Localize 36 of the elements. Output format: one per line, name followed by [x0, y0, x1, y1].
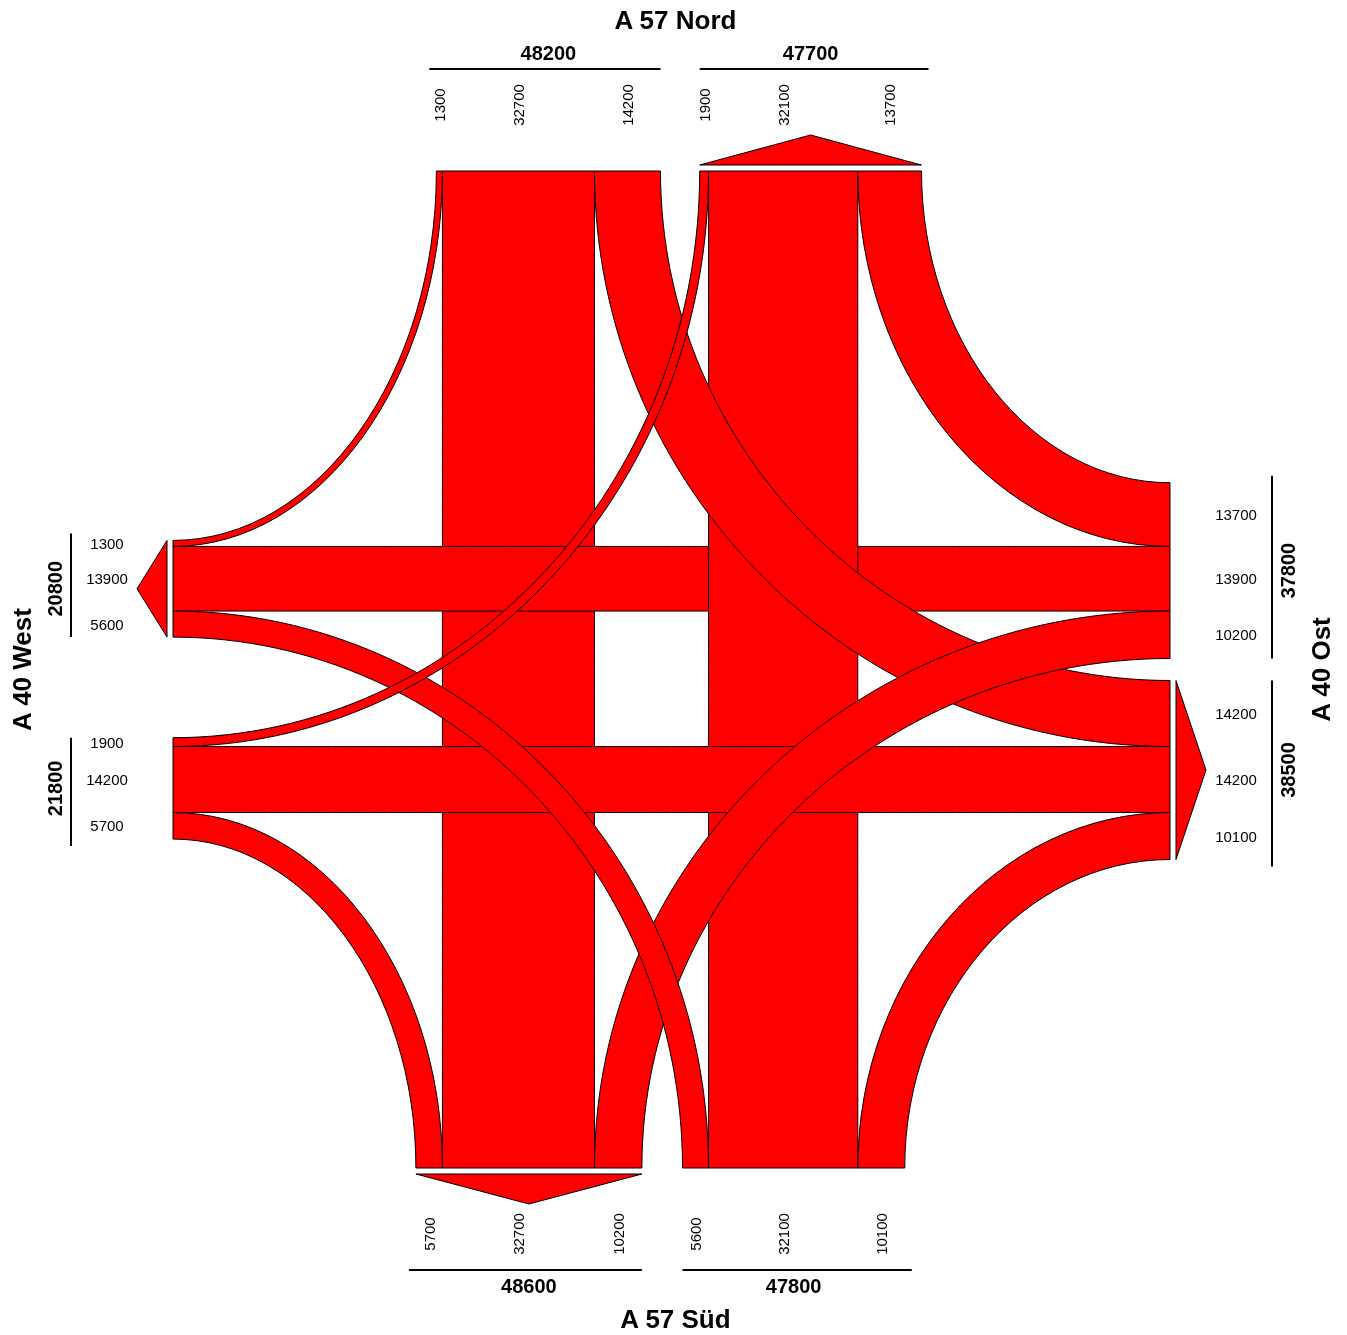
data-label: 13900 — [86, 570, 128, 588]
data-label: 32100 — [774, 84, 792, 126]
text: 20800 — [44, 560, 66, 617]
data-label: 13700 — [1215, 506, 1257, 524]
data-label: 32700 — [509, 84, 527, 126]
data-label: 1300 — [430, 88, 448, 122]
data-label: 10200 — [609, 1213, 627, 1255]
text: 37800 — [1277, 542, 1299, 599]
data-label: 13900 — [1215, 570, 1257, 588]
data-label: 5700 — [90, 817, 124, 835]
data-label: 5700 — [420, 1217, 438, 1251]
data-label: 14200 — [86, 771, 128, 789]
category-label: A 40 Ost — [1306, 616, 1336, 722]
text: 48600 — [501, 1275, 557, 1297]
data-label: 32700 — [509, 1213, 527, 1255]
data-label: 10100 — [1215, 827, 1257, 845]
text: 38500 — [1277, 742, 1299, 798]
data-label: 1900 — [695, 88, 713, 122]
data-label: 14200 — [1215, 771, 1257, 789]
data-label: 14200 — [1215, 705, 1257, 723]
data-label: 1300 — [90, 534, 124, 552]
category-label: A 40 West — [7, 607, 37, 731]
category-label: A 57 Nord — [614, 5, 737, 35]
category-label: A 57 Süd — [620, 1304, 731, 1334]
text: 21800 — [44, 760, 66, 817]
data-label: 13700 — [881, 84, 899, 126]
data-label: 10200 — [1215, 626, 1257, 644]
data-label: 14200 — [618, 84, 636, 126]
text: 47700 — [782, 42, 839, 64]
text: 48200 — [520, 42, 577, 64]
text: 47800 — [765, 1275, 822, 1297]
data-label: 5600 — [687, 1217, 705, 1251]
data-label: 32100 — [774, 1213, 792, 1255]
data-label: 5600 — [90, 615, 124, 633]
data-label: 1900 — [90, 733, 124, 751]
data-label: 10100 — [872, 1213, 890, 1255]
